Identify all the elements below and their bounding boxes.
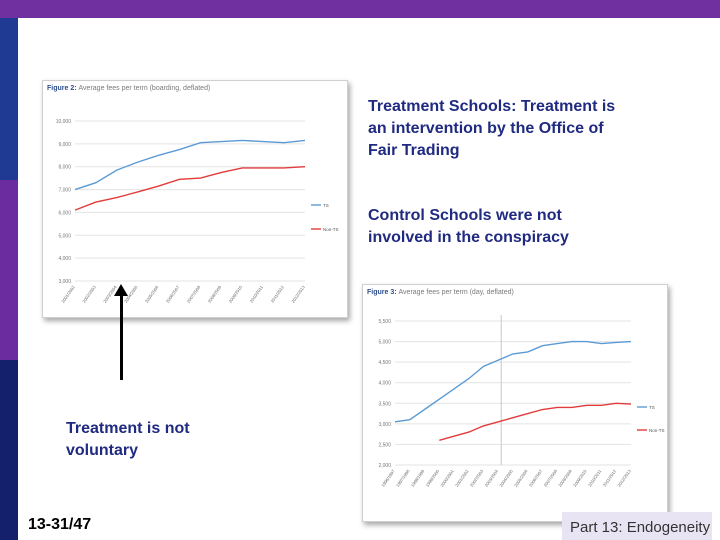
x-tick-label: 2002/2003 xyxy=(81,284,97,304)
y-tick-label: 2,500 xyxy=(378,442,391,448)
x-tick-label: 2001/2002 xyxy=(60,284,76,304)
x-tick-label: 2000/2001 xyxy=(439,468,455,488)
x-tick-label: 2009/2010 xyxy=(572,468,588,488)
x-tick-label: 1999/2000 xyxy=(425,468,441,488)
x-tick-label: 1997/1998 xyxy=(395,468,411,488)
figure-3-title-text: Average fees per term (day, deflated) xyxy=(398,289,514,296)
figure-2-title-label: Figure 2: xyxy=(47,85,77,92)
x-tick-label: 2006/2007 xyxy=(528,468,544,488)
legend-label-1: Non-TS xyxy=(649,428,665,433)
sidebar-band-middle xyxy=(0,180,18,360)
x-tick-label: 2008/2009 xyxy=(557,468,573,488)
figure-2-title-text: Average fees per term (boarding, deflate… xyxy=(78,85,211,92)
x-tick-label: 2006/2007 xyxy=(165,284,181,304)
figure-3-title: Figure 3: Average fees per term (day, de… xyxy=(367,289,514,296)
x-tick-label: 2004/2005 xyxy=(498,468,514,488)
x-tick-label: 2005/2006 xyxy=(513,468,529,488)
sidebar-band-top xyxy=(0,18,18,180)
x-tick-label: 2005/2006 xyxy=(144,284,160,304)
y-tick-label: 3,000 xyxy=(58,279,71,285)
y-tick-label: 5,000 xyxy=(58,233,71,239)
x-tick-label: 2011/2012 xyxy=(270,284,286,303)
control-schools-text: Control Schools were not involved in the… xyxy=(368,207,569,246)
up-arrow-shaft xyxy=(120,292,123,380)
x-tick-label: 2002/2003 xyxy=(469,468,485,488)
legend-label-0: TS xyxy=(649,405,655,410)
footer-label: Part 13: Endogeneity xyxy=(570,519,711,536)
y-tick-label: 8,000 xyxy=(58,165,71,171)
x-tick-label: 2009/2010 xyxy=(228,284,244,304)
y-tick-label: 7,000 xyxy=(58,188,71,194)
series-line-1 xyxy=(74,166,306,211)
treatment-not-voluntary-text: Treatment is not voluntary xyxy=(66,420,190,459)
series-line-0 xyxy=(394,340,632,423)
x-tick-label: 1998/1999 xyxy=(410,468,426,488)
figure-3-title-label: Figure 3: xyxy=(367,289,397,296)
y-tick-label: 3,500 xyxy=(378,401,391,407)
x-tick-label: 2011/2012 xyxy=(602,468,618,487)
y-tick-label: 4,500 xyxy=(378,360,391,366)
figure-2-chart: Figure 2: Average fees per term (boardin… xyxy=(42,80,348,318)
y-tick-label: 5,000 xyxy=(378,340,391,346)
y-tick-label: 5,500 xyxy=(378,319,391,325)
series-line-0 xyxy=(74,139,306,191)
x-tick-label: 2012/2013 xyxy=(616,468,632,488)
legend-label-1: Non-TS xyxy=(323,227,339,232)
x-tick-label: 2003/2004 xyxy=(484,468,500,488)
y-tick-label: 9,000 xyxy=(58,142,71,148)
sidebar-band-bottom xyxy=(0,360,18,540)
y-tick-label: 4,000 xyxy=(378,381,391,387)
treatment-schools-text: Treatment Schools: Treatment is an inter… xyxy=(368,98,616,159)
legend-label-0: TS xyxy=(323,203,329,208)
x-tick-label: 2012/2013 xyxy=(290,284,306,304)
figure-2-plot: 3,000 4,000 5,000 6,000 7,000 8,000 9,000 10,00… xyxy=(56,119,339,304)
footer-background xyxy=(562,512,712,540)
x-tick-label: 2007/2008 xyxy=(543,468,559,488)
figure-2-title: Figure 2: Average fees per term (boardin… xyxy=(47,85,210,92)
y-tick-label: 10,000 xyxy=(56,119,72,125)
y-tick-label: 4,000 xyxy=(58,256,71,262)
x-tick-label: 2010/2011 xyxy=(249,284,265,303)
x-tick-label: 1996/1997 xyxy=(380,468,396,488)
up-arrow-head-icon xyxy=(114,284,128,296)
page-number: 13-31/47 xyxy=(28,516,92,533)
figure-3-chart: Figure 3: Average fees per term (day, de… xyxy=(362,284,668,522)
series-line-1 xyxy=(439,402,632,441)
x-tick-label: 2001/2002 xyxy=(454,468,470,488)
x-tick-label: 2008/2009 xyxy=(207,284,223,304)
y-tick-label: 3,000 xyxy=(378,422,391,428)
y-tick-label: 6,000 xyxy=(58,210,71,216)
y-tick-label: 2,000 xyxy=(378,463,391,469)
figure-3-plot: 2,000 2,500 3,000 3,500 4,000 4,500 5,000 5,500… xyxy=(378,315,665,488)
top-title-bar xyxy=(0,0,720,18)
x-tick-label: 2007/2008 xyxy=(186,284,202,304)
x-tick-label: 2010/2011 xyxy=(587,468,603,487)
